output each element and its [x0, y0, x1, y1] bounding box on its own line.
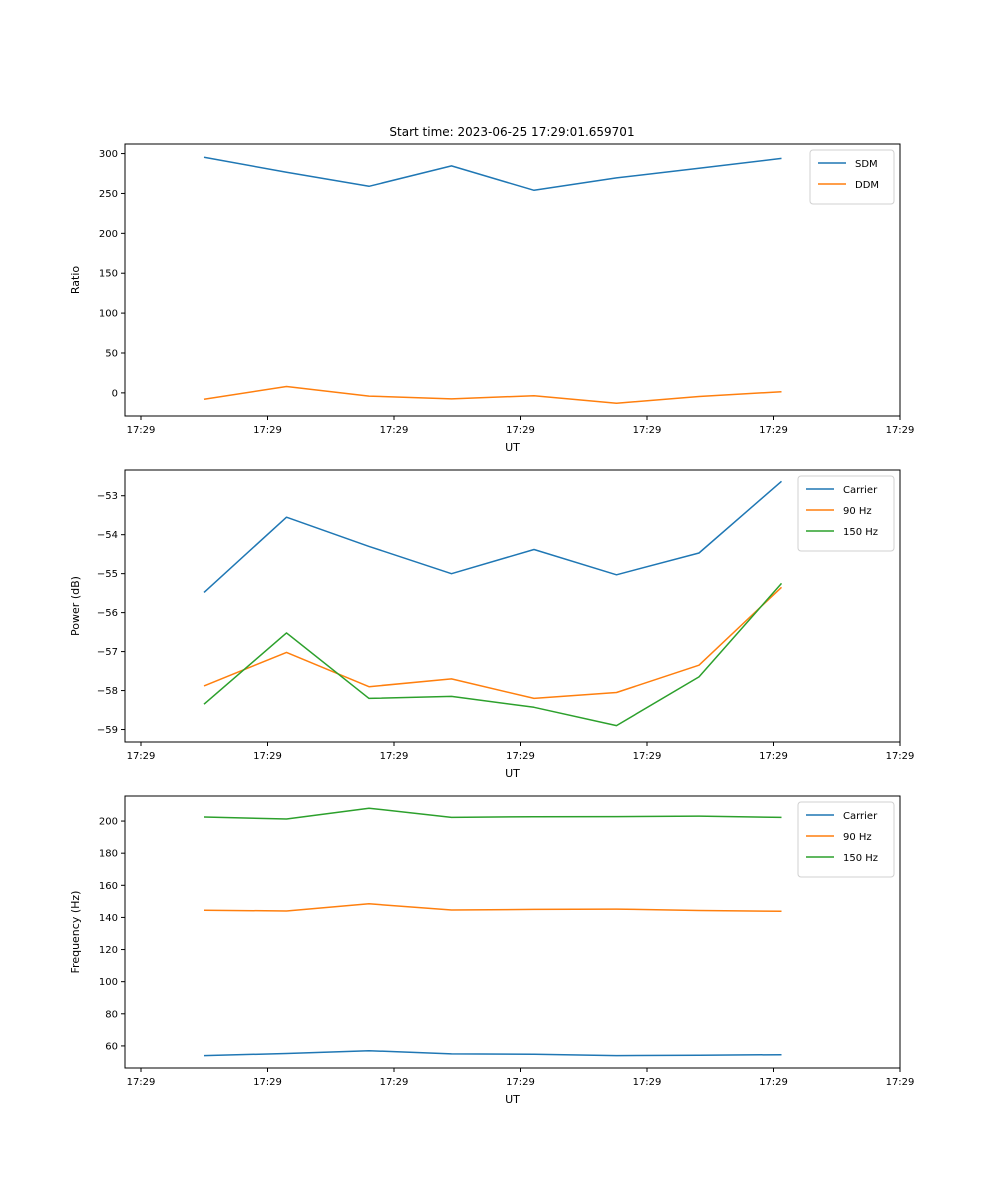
y-tick-label: 150	[99, 269, 118, 280]
x-tick-label: 17:29	[886, 1077, 915, 1088]
legend-box	[809, 149, 895, 205]
x-tick-label: 17:29	[633, 425, 662, 436]
y-axis-label: Ratio	[69, 266, 82, 295]
y-tick-label: 250	[99, 189, 118, 200]
y-tick-label: 0	[112, 388, 118, 399]
y-tick-label: 160	[99, 881, 118, 892]
series-line-150-hz	[203, 807, 782, 820]
x-axis-label: UT	[505, 1093, 520, 1106]
series-line-90-hz	[203, 586, 783, 700]
x-tick-label: 17:29	[380, 1077, 409, 1088]
y-tick-label: 300	[99, 149, 118, 160]
series-line-150-hz	[203, 582, 783, 727]
y-tick-label: 140	[99, 913, 118, 924]
x-tick-label: 17:29	[127, 751, 156, 762]
axes-frame	[124, 143, 901, 417]
y-tick-label: −53	[97, 491, 118, 502]
x-tick-label: 17:29	[506, 1077, 535, 1088]
x-tick-label: 17:29	[506, 751, 535, 762]
chart-panel-3: 17:2917:2917:2917:2917:2917:2917:2917:30…	[69, 795, 915, 1106]
axes-frame	[124, 469, 901, 743]
y-tick-label: 50	[105, 348, 118, 359]
y-tick-label: 180	[99, 849, 118, 860]
x-tick-label: 17:29	[759, 751, 788, 762]
x-tick-label: 17:29	[886, 425, 915, 436]
series-line-sdm	[203, 156, 782, 192]
chart-panel-2: 17:2917:2917:2917:2917:2917:2917:2917:30…	[69, 469, 915, 780]
y-tick-label: 200	[99, 817, 118, 828]
series-line-carrier	[203, 480, 782, 593]
y-tick-label: 100	[99, 977, 118, 988]
legend-box	[797, 801, 895, 878]
figure-title: Start time: 2023-06-25 17:29:01.659701	[389, 125, 634, 139]
x-tick-label: 17:29	[127, 425, 156, 436]
y-axis-label: Frequency (Hz)	[69, 891, 82, 974]
y-axis-label: Power (dB)	[69, 576, 82, 636]
legend-label: DDM	[855, 180, 879, 191]
x-tick-label: 17:29	[633, 1077, 662, 1088]
legend: SDM DDM	[809, 149, 895, 205]
y-tick-label: 80	[105, 1009, 118, 1020]
legend-label: 90 Hz	[843, 506, 872, 517]
series-line-ddm	[203, 385, 782, 404]
legend-label: Carrier	[843, 811, 878, 822]
axes-frame	[124, 795, 901, 1069]
x-tick-label: 17:29	[506, 425, 535, 436]
y-tick-label: −58	[97, 686, 118, 697]
x-axis-label: UT	[505, 441, 520, 454]
x-tick-label: 17:29	[127, 1077, 156, 1088]
y-tick-label: −59	[97, 725, 118, 736]
legend-box	[797, 475, 895, 552]
legend-label: Carrier	[843, 485, 878, 496]
chart-panels: 17:2917:2917:2917:2917:2917:2917:2917:30…	[69, 143, 915, 1106]
x-tick-label: 17:29	[253, 425, 282, 436]
x-tick-label: 17:29	[886, 751, 915, 762]
x-tick-label: 17:29	[253, 751, 282, 762]
y-tick-label: −55	[97, 569, 118, 580]
y-tick-label: −54	[97, 530, 118, 541]
y-tick-label: 200	[99, 229, 118, 240]
x-tick-label: 17:29	[253, 1077, 282, 1088]
legend-label: SDM	[855, 159, 878, 170]
x-tick-label: 17:29	[633, 751, 662, 762]
x-tick-label: 17:29	[759, 425, 788, 436]
x-tick-label: 17:29	[759, 1077, 788, 1088]
legend: Carrier 90 Hz 150 Hz	[797, 801, 895, 878]
x-axis-label: UT	[505, 767, 520, 780]
x-tick-label: 17:29	[380, 425, 409, 436]
y-tick-label: 60	[105, 1041, 118, 1052]
series-line-90-hz	[203, 903, 782, 913]
legend-label: 90 Hz	[843, 832, 872, 843]
legend-label: 150 Hz	[843, 527, 878, 538]
y-tick-label: −56	[97, 608, 118, 619]
series-line-carrier	[203, 1049, 782, 1057]
legend-label: 150 Hz	[843, 853, 878, 864]
chart-panel-1: 17:2917:2917:2917:2917:2917:2917:2917:30…	[69, 143, 915, 454]
x-tick-label: 17:29	[380, 751, 409, 762]
y-tick-label: −57	[97, 647, 118, 658]
legend: Carrier 90 Hz 150 Hz	[797, 475, 895, 552]
y-tick-label: 100	[99, 309, 118, 320]
y-tick-label: 120	[99, 945, 118, 956]
